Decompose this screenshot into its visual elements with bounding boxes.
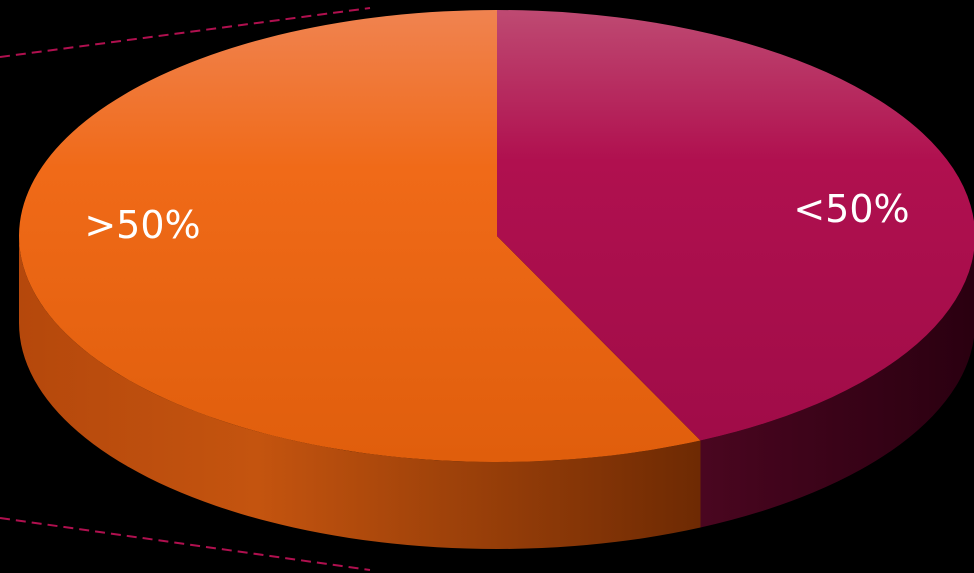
callout-line-bottom xyxy=(0,517,371,571)
slice-label-over-50: >50% xyxy=(84,203,200,247)
slice-under-50 xyxy=(497,10,974,441)
callout-line-top xyxy=(0,7,371,58)
slice-label-under-50: <50% xyxy=(793,187,909,231)
slice-side-under-50 xyxy=(700,250,974,528)
slice-over-50 xyxy=(19,10,701,462)
slice-side-over-50 xyxy=(19,236,701,550)
